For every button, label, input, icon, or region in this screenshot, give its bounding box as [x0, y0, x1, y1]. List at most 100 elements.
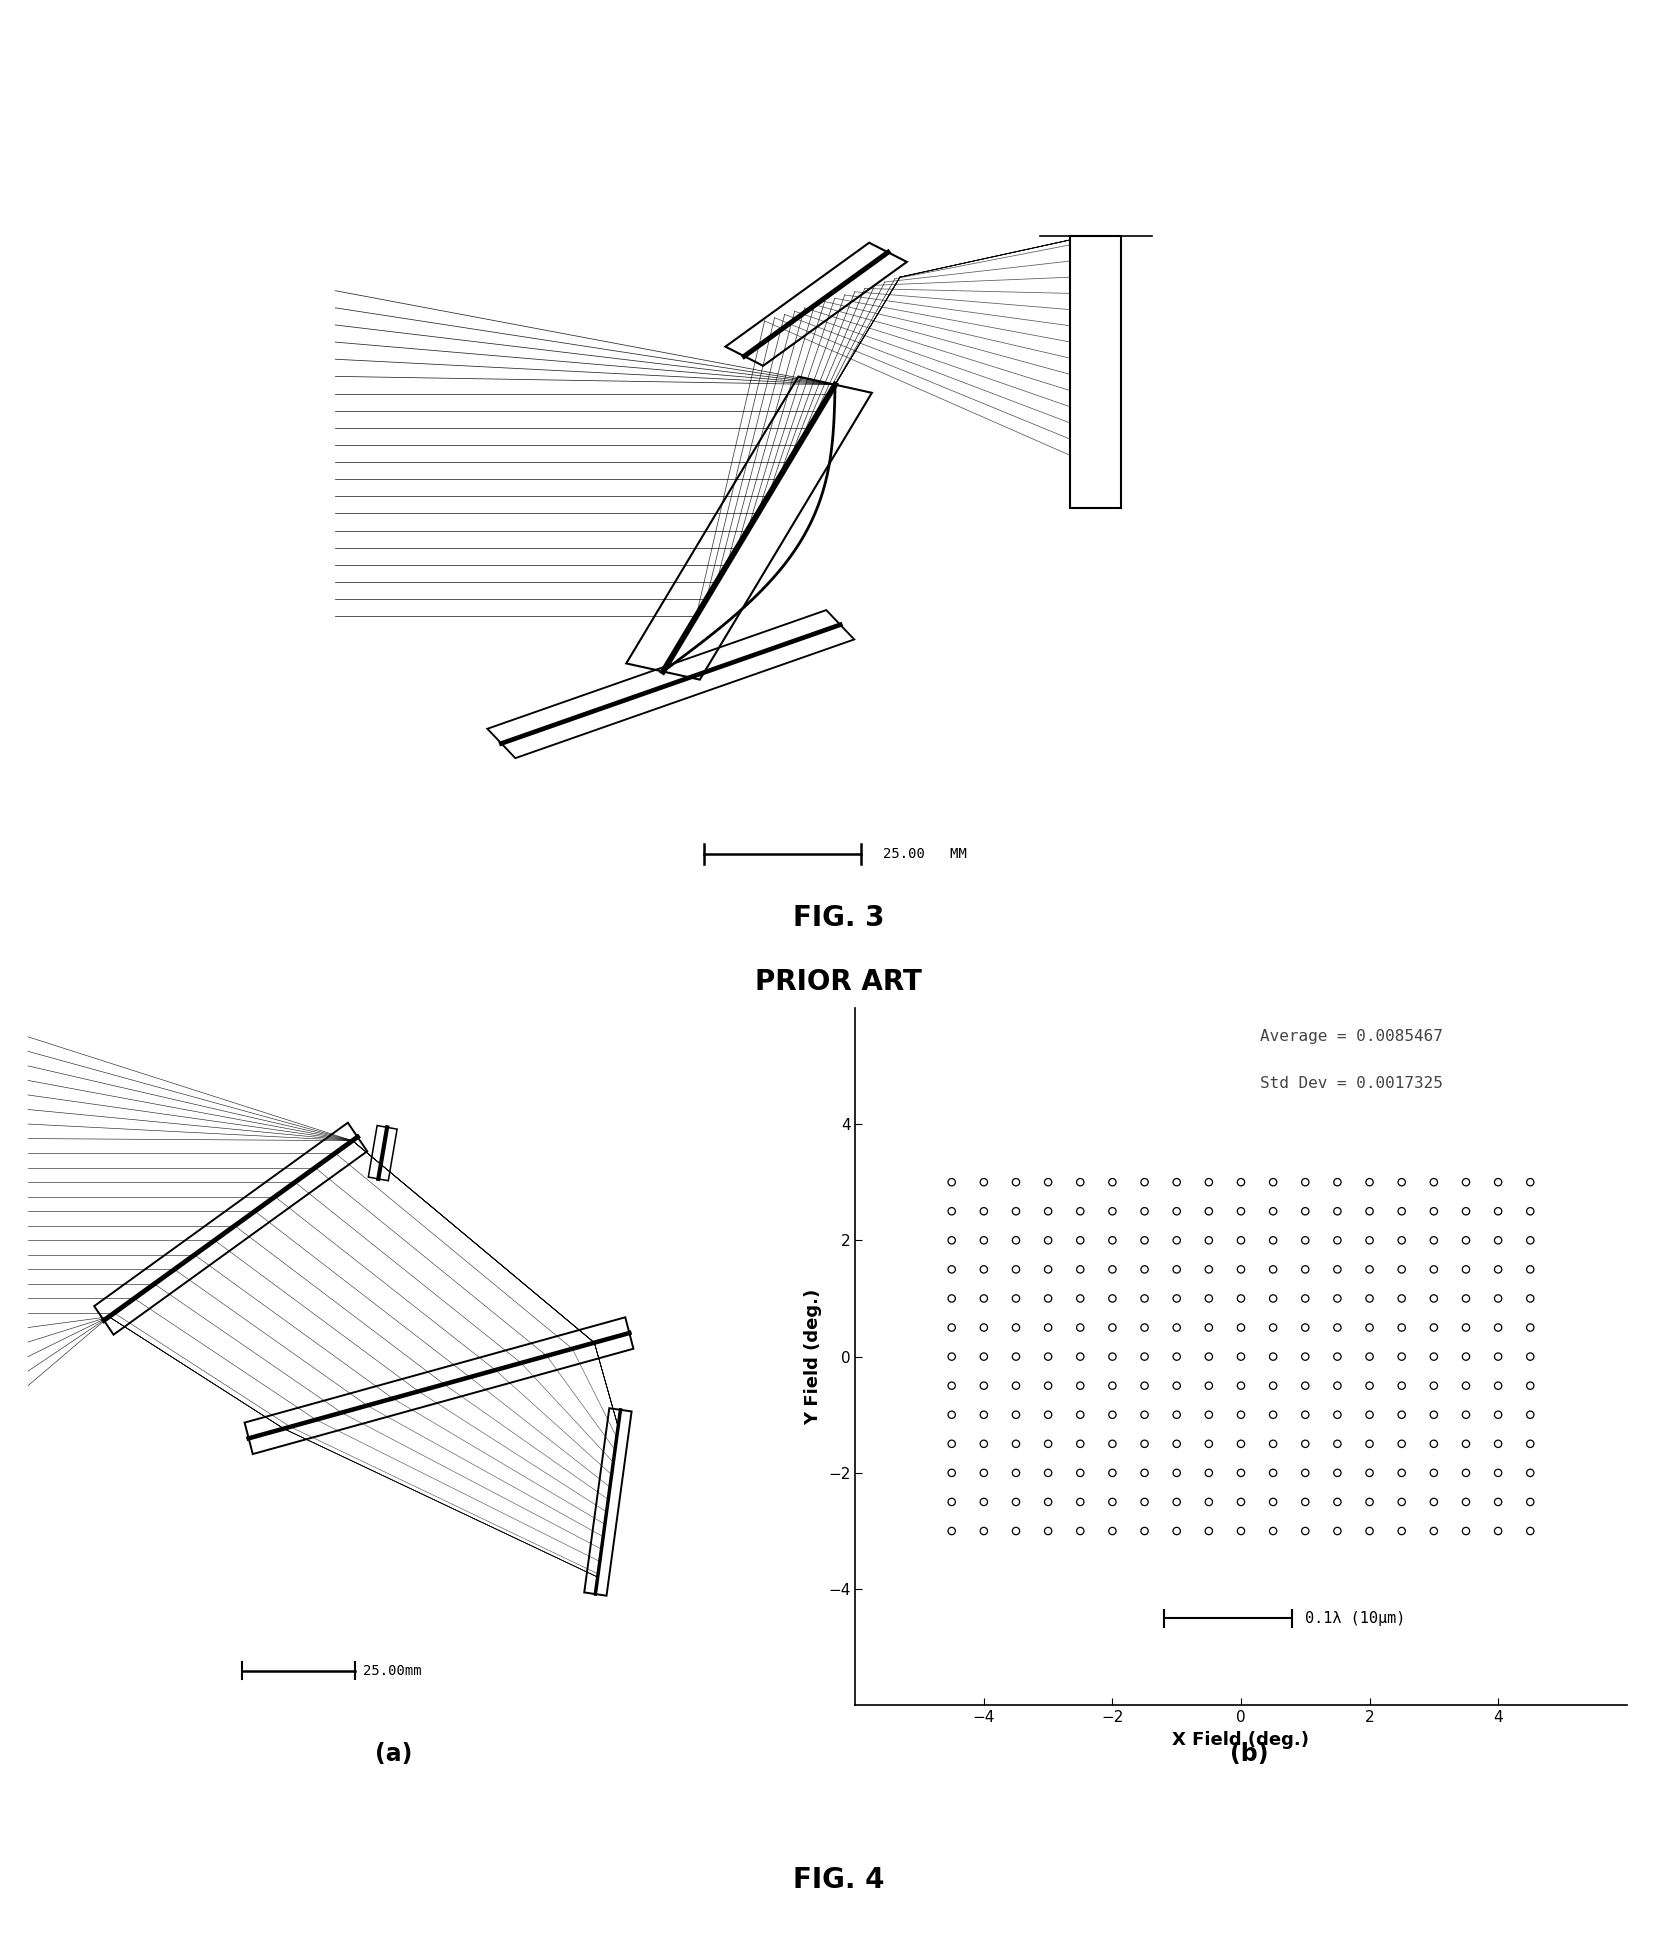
Point	[1003, 1167, 1030, 1198]
Point	[1516, 1254, 1543, 1285]
Point	[1164, 1312, 1191, 1343]
Point	[1516, 1516, 1543, 1547]
Point	[1484, 1341, 1511, 1372]
Text: Average = 0.0085467: Average = 0.0085467	[1261, 1029, 1444, 1045]
Point	[939, 1254, 966, 1285]
Point	[1452, 1254, 1479, 1285]
Point	[1067, 1486, 1093, 1517]
Point	[1291, 1457, 1318, 1488]
Point	[1516, 1457, 1543, 1488]
Point	[1259, 1167, 1286, 1198]
Point	[1357, 1254, 1384, 1285]
Point	[1259, 1283, 1286, 1314]
Point	[1452, 1399, 1479, 1430]
Point	[1452, 1516, 1479, 1547]
Point	[971, 1312, 998, 1343]
Point	[1164, 1283, 1191, 1314]
Point	[1003, 1399, 1030, 1430]
Point	[1325, 1457, 1352, 1488]
Point	[939, 1399, 966, 1430]
Point	[1420, 1312, 1447, 1343]
Point	[1325, 1486, 1352, 1517]
Point	[1130, 1225, 1157, 1256]
Point	[1035, 1283, 1062, 1314]
Point	[1196, 1254, 1223, 1285]
Point	[1516, 1486, 1543, 1517]
Point	[1003, 1457, 1030, 1488]
Point	[1389, 1254, 1415, 1285]
Point	[1164, 1370, 1191, 1401]
Point	[1325, 1341, 1352, 1372]
Point	[971, 1225, 998, 1256]
Point	[1098, 1254, 1125, 1285]
Point	[1291, 1312, 1318, 1343]
Point	[1067, 1312, 1093, 1343]
Point	[1035, 1167, 1062, 1198]
Point	[1516, 1428, 1543, 1459]
Text: FIG. 3: FIG. 3	[793, 905, 884, 932]
Point	[1389, 1428, 1415, 1459]
Point	[1484, 1399, 1511, 1430]
Point	[1389, 1167, 1415, 1198]
Point	[1130, 1167, 1157, 1198]
Point	[1067, 1428, 1093, 1459]
Point	[1098, 1428, 1125, 1459]
Point	[1130, 1196, 1157, 1227]
Point	[1067, 1283, 1093, 1314]
Point	[1420, 1516, 1447, 1547]
Point	[939, 1428, 966, 1459]
Point	[1357, 1225, 1384, 1256]
Point	[1067, 1167, 1093, 1198]
Point	[1228, 1457, 1254, 1488]
Point	[1098, 1516, 1125, 1547]
Point	[1420, 1399, 1447, 1430]
Point	[1035, 1399, 1062, 1430]
Point	[1098, 1283, 1125, 1314]
Point	[1067, 1399, 1093, 1430]
Point	[1130, 1516, 1157, 1547]
Point	[1516, 1399, 1543, 1430]
Point	[1035, 1225, 1062, 1256]
Point	[1484, 1457, 1511, 1488]
Point	[1357, 1283, 1384, 1314]
Point	[1130, 1283, 1157, 1314]
Point	[1003, 1312, 1030, 1343]
Point	[1291, 1341, 1318, 1372]
Point	[1259, 1225, 1286, 1256]
Point	[1291, 1283, 1318, 1314]
Point	[1164, 1196, 1191, 1227]
Point	[1389, 1486, 1415, 1517]
Point	[1196, 1167, 1223, 1198]
Point	[1164, 1254, 1191, 1285]
Point	[1164, 1428, 1191, 1459]
Point	[1291, 1486, 1318, 1517]
Point	[1420, 1283, 1447, 1314]
Point	[1291, 1370, 1318, 1401]
Point	[1259, 1516, 1286, 1547]
Point	[939, 1457, 966, 1488]
Point	[1196, 1341, 1223, 1372]
Point	[939, 1370, 966, 1401]
Point	[1098, 1486, 1125, 1517]
Point	[1228, 1428, 1254, 1459]
Point	[1228, 1516, 1254, 1547]
X-axis label: X Field (deg.): X Field (deg.)	[1172, 1731, 1310, 1748]
Point	[1130, 1254, 1157, 1285]
Point	[1196, 1399, 1223, 1430]
Point	[1003, 1370, 1030, 1401]
Point	[1452, 1167, 1479, 1198]
Point	[1516, 1370, 1543, 1401]
Point	[1164, 1341, 1191, 1372]
Point	[1452, 1486, 1479, 1517]
Point	[1228, 1341, 1254, 1372]
Point	[971, 1486, 998, 1517]
Y-axis label: Y Field (deg.): Y Field (deg.)	[805, 1289, 822, 1424]
Point	[1516, 1167, 1543, 1198]
Point	[1164, 1225, 1191, 1256]
Point	[1516, 1283, 1543, 1314]
Point	[1067, 1341, 1093, 1372]
Point	[1130, 1486, 1157, 1517]
Point	[1484, 1370, 1511, 1401]
Point	[1420, 1428, 1447, 1459]
Point	[1098, 1457, 1125, 1488]
